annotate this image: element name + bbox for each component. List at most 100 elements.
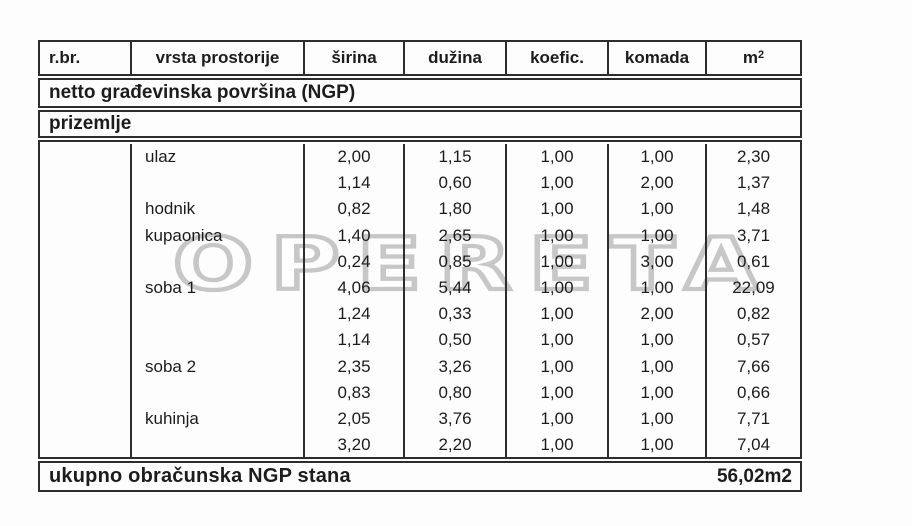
sirina-cell: 2,00 <box>305 144 405 171</box>
koefic-cell: 1,00 <box>507 222 609 249</box>
rbr-cell <box>40 274 132 302</box>
komada-cell: 1,00 <box>609 432 707 459</box>
koefic-cell: 1,00 <box>507 301 609 328</box>
komada-cell: 1,00 <box>609 353 707 380</box>
header-m2-base: m <box>742 48 758 67</box>
section-floor-label: prizemlje <box>49 113 132 134</box>
room-label-cell: kupaonica <box>132 222 305 249</box>
m2-cell: 7,04 <box>736 435 771 455</box>
rbr-cell <box>40 432 132 459</box>
duzina-cell: 2,20 <box>405 432 507 459</box>
koefic-cell: 1,00 <box>507 327 609 354</box>
m2-cell: 0,82 <box>736 304 771 324</box>
koefic-cell: 1,00 <box>507 379 609 406</box>
komada-cell: 1,00 <box>609 405 707 433</box>
header-rbr: r.br. <box>40 42 132 74</box>
duzina-cell: 2,65 <box>405 222 507 249</box>
table-body: ulaz 2,00 1,15 1,00 1,00 2,30 1,14 0,60 1,00 2,00… <box>38 140 802 459</box>
rbr-cell <box>40 405 132 433</box>
komada-cell: 1,00 <box>609 144 707 171</box>
section-ngp-label: netto građevinska površina (NGP) <box>49 82 356 103</box>
header-duzina: dužina <box>405 42 507 74</box>
m2-cell: 1,37 <box>736 173 771 193</box>
duzina-cell: 0,50 <box>405 327 507 354</box>
rbr-cell <box>40 353 132 380</box>
header-rbr-label: r.br. <box>49 48 81 67</box>
duzina-cell: 0,60 <box>405 170 507 197</box>
room-label-cell <box>132 248 305 275</box>
komada-cell: 2,00 <box>609 170 707 197</box>
header-sirina-label: širina <box>331 48 377 67</box>
room-label-cell: soba 2 <box>132 353 305 380</box>
koefic-cell: 1,00 <box>507 353 609 380</box>
komada-cell: 1,00 <box>609 379 707 406</box>
duzina-cell: 0,33 <box>405 301 507 328</box>
rbr-cell <box>40 222 132 249</box>
room-label-cell: kuhinja <box>132 405 305 433</box>
duzina-cell: 0,85 <box>405 248 507 275</box>
section-floor-row: prizemlje <box>38 110 802 138</box>
room-label-cell: ulaz <box>132 144 305 171</box>
rbr-cell <box>40 196 132 223</box>
komada-cell: 3,00 <box>609 248 707 275</box>
header-m2-sup: 2 <box>758 48 765 61</box>
opereta-watermark: OPERETA <box>170 221 775 306</box>
rbr-cell <box>40 170 132 197</box>
koefic-cell: 1,00 <box>507 405 609 433</box>
sirina-cell: 2,35 <box>305 353 405 380</box>
m2-cell: 7,66 <box>736 356 771 376</box>
rbr-cell <box>40 379 132 406</box>
header-koefic: koefic. <box>507 42 609 74</box>
header-vrsta-prostorije: vrsta prostorije <box>132 42 305 74</box>
duzina-cell: 1,15 <box>405 144 507 171</box>
table-header-row: r.br. vrsta prostorije širina dužina koe… <box>38 40 802 76</box>
komada-cell: 2,00 <box>609 301 707 328</box>
sirina-cell: 0,82 <box>305 196 405 223</box>
m2-cell: 0,66 <box>736 382 771 402</box>
header-vrsta-prostorije-label: vrsta prostorije <box>155 48 280 67</box>
sirina-cell: 1,40 <box>305 222 405 249</box>
total-row: ukupno obračunska NGP stana 56,02m2 <box>38 461 802 492</box>
header-koefic-label: koefic. <box>530 48 584 67</box>
room-label-cell <box>132 327 305 354</box>
header-duzina-label: dužina <box>428 48 482 67</box>
rbr-cell <box>40 327 132 354</box>
komada-cell: 1,00 <box>609 196 707 223</box>
koefic-cell: 1,00 <box>507 274 609 302</box>
duzina-cell: 5,44 <box>405 274 507 302</box>
sirina-cell: 0,24 <box>305 248 405 275</box>
koefic-cell: 1,00 <box>507 248 609 275</box>
sirina-cell: 1,14 <box>305 327 405 354</box>
m2-cell: 22,09 <box>732 278 775 298</box>
koefic-cell: 1,00 <box>507 144 609 171</box>
koefic-cell: 1,00 <box>507 196 609 223</box>
room-label-cell <box>132 301 305 328</box>
koefic-cell: 1,00 <box>507 170 609 197</box>
sirina-cell: 1,14 <box>305 170 405 197</box>
m2-cell: 2,30 <box>736 147 771 167</box>
komada-cell: 1,00 <box>609 327 707 354</box>
room-label-cell <box>132 432 305 459</box>
duzina-cell: 1,80 <box>405 196 507 223</box>
rbr-cell <box>40 248 132 275</box>
sirina-cell: 2,05 <box>305 405 405 433</box>
room-label-cell <box>132 170 305 197</box>
header-komada: komada <box>609 42 707 74</box>
rbr-cell <box>40 144 132 171</box>
m2-cell: 1,48 <box>736 199 771 219</box>
m2-cell: 0,57 <box>736 330 771 350</box>
header-komada-label: komada <box>624 48 690 67</box>
komada-cell: 1,00 <box>609 274 707 302</box>
room-label-cell: hodnik <box>132 196 305 223</box>
section-ngp-row: netto građevinska površina (NGP) <box>38 78 802 108</box>
room-label-cell <box>132 379 305 406</box>
m2-cell: 3,71 <box>736 225 771 245</box>
komada-cell: 1,00 <box>609 222 707 249</box>
duzina-cell: 3,26 <box>405 353 507 380</box>
rbr-cell <box>40 301 132 328</box>
total-label: ukupno obračunska NGP stana <box>49 465 351 487</box>
m2-cell: 7,71 <box>736 408 771 428</box>
sirina-cell: 3,20 <box>305 432 405 459</box>
